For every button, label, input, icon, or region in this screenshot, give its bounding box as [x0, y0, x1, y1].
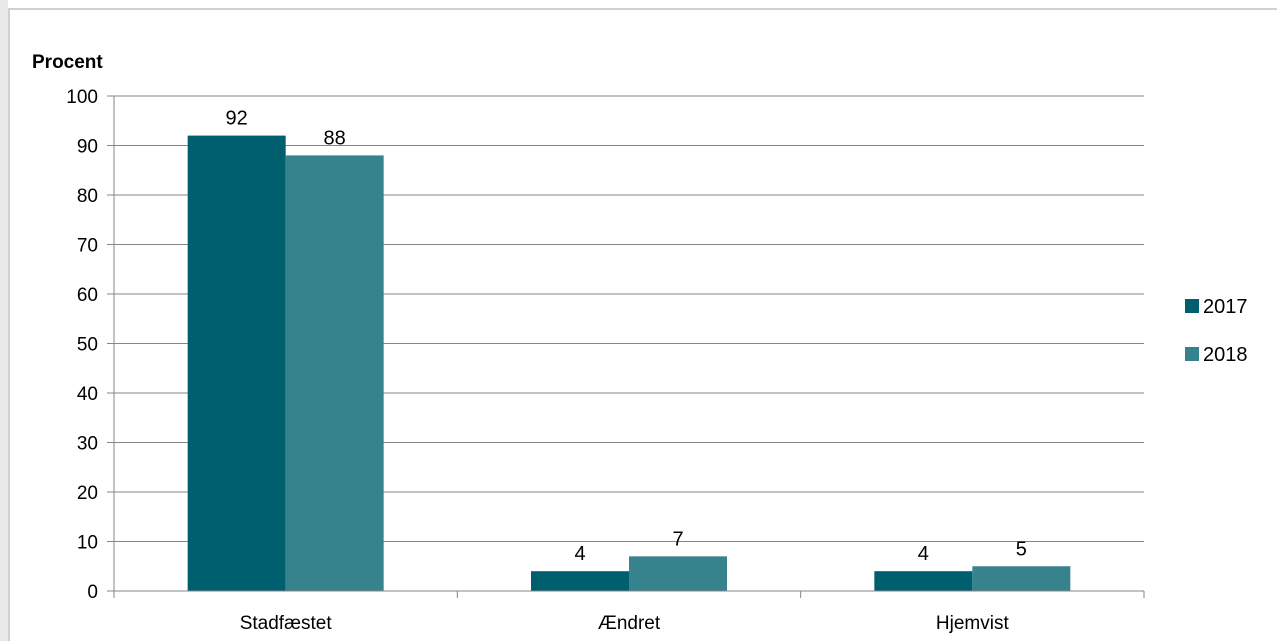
y-tick-label: 90	[77, 137, 98, 158]
y-tick-label: 70	[77, 236, 98, 257]
legend-swatch	[1185, 347, 1199, 361]
bar	[972, 566, 1071, 591]
chart-frame	[8, 8, 1277, 641]
bar	[187, 135, 286, 591]
x-tick-label: Hjemvist	[936, 613, 1010, 634]
y-tick-label: 100	[66, 87, 98, 108]
y-axis-ticks: 0 10 20 30 40 50 60 70 80 90 100	[66, 87, 114, 603]
legend-label: 2018	[1203, 344, 1248, 366]
y-tick-label: 80	[77, 186, 98, 207]
y-tick-label: 50	[77, 335, 98, 356]
bar	[531, 571, 629, 591]
data-label: 92	[226, 108, 248, 130]
y-tick-label: 0	[87, 582, 98, 603]
bar	[629, 556, 727, 591]
x-tick-label: Ændret	[598, 613, 661, 634]
bar	[874, 571, 973, 591]
y-tick-label: 60	[77, 285, 98, 306]
axes	[113, 96, 1144, 592]
legend-swatch	[1185, 299, 1199, 313]
bar	[285, 155, 384, 591]
legend-label: 2017	[1203, 296, 1248, 318]
data-label: 5	[1016, 538, 1027, 560]
data-label: 4	[574, 543, 585, 565]
y-tick-label: 40	[77, 384, 98, 405]
y-axis-unit-label: Procent	[32, 52, 103, 73]
legend: 2017 2018	[1185, 296, 1248, 366]
outer-border	[0, 0, 8, 641]
data-label: 7	[672, 528, 683, 550]
x-axis-ticks: Stadfæstet Ændret Hjemvist	[113, 591, 1145, 634]
data-label: 4	[918, 543, 929, 565]
y-tick-label: 10	[77, 533, 98, 554]
y-tick-label: 30	[77, 434, 98, 455]
x-tick-label: Stadfæstet	[240, 613, 333, 634]
y-tick-label: 20	[77, 483, 98, 504]
bars: 92 88 4 7 4 5	[187, 108, 1071, 591]
data-label: 88	[324, 127, 346, 149]
